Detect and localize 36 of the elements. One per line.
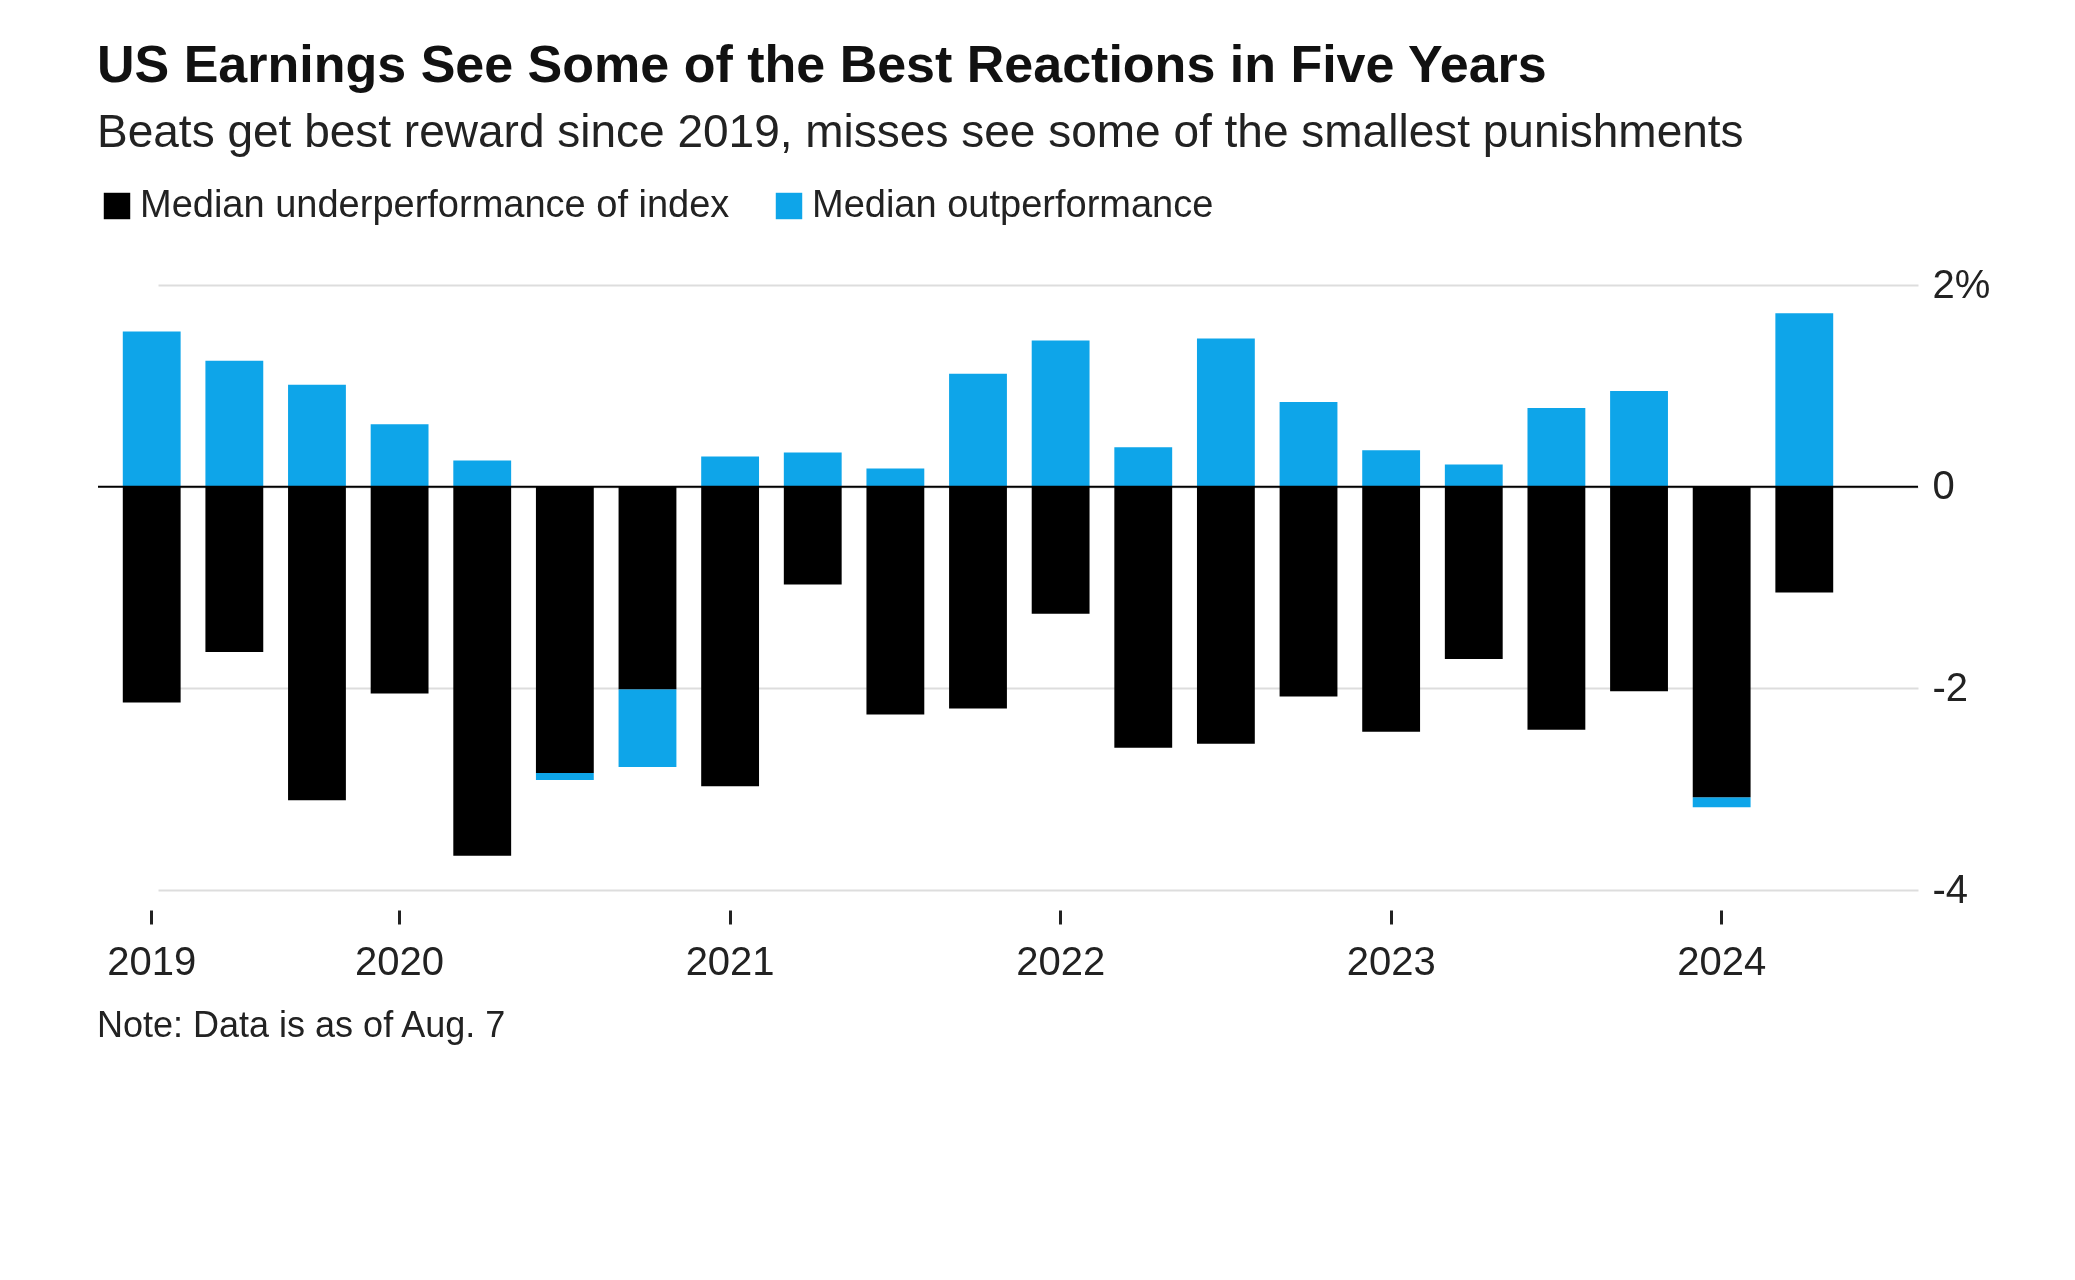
x-tick-label: 2024	[1677, 938, 1767, 983]
y-tick-label: 0	[1932, 463, 1955, 508]
chart-title: US Earnings See Some of the Best Reactions in Five Years	[97, 35, 1547, 93]
chart-subtitle: Beats get best reward since 2019, misses see some of the smallest punishments	[97, 105, 1744, 157]
x-tick-label: 2019	[107, 938, 197, 983]
bar	[949, 373, 1007, 487]
bar	[1527, 408, 1586, 487]
x-tick-label: 2023	[1346, 938, 1436, 983]
bar	[1114, 447, 1173, 487]
text: Note: Data is as of Aug. 7	[97, 1003, 507, 1047]
bar	[1031, 340, 1090, 487]
legend-label: Median outperformance	[812, 183, 1214, 225]
y-tick-label: 2%	[1932, 261, 1991, 306]
y-tick-label: -2	[1932, 664, 1969, 709]
y-tick-label: -4	[1932, 866, 1969, 911]
bar	[535, 773, 594, 781]
x-tick-label: 2021	[685, 938, 775, 983]
bar	[122, 331, 181, 487]
x-tick-label: 2022	[1016, 938, 1106, 983]
bar	[205, 360, 264, 487]
bar	[1196, 338, 1255, 487]
bar	[1775, 313, 1834, 487]
legend-label: Median underperformance of index	[140, 183, 730, 225]
x-tick-label: 2020	[355, 938, 445, 983]
bar	[866, 468, 925, 487]
bar	[783, 452, 842, 487]
bar	[370, 424, 429, 487]
bar	[1692, 797, 1751, 808]
bar	[618, 689, 677, 767]
bar	[701, 456, 760, 487]
bar	[453, 460, 512, 487]
bar	[1362, 450, 1421, 487]
bar	[1444, 464, 1503, 487]
bar	[1279, 401, 1338, 487]
bar	[288, 384, 346, 487]
bar	[1610, 390, 1668, 487]
